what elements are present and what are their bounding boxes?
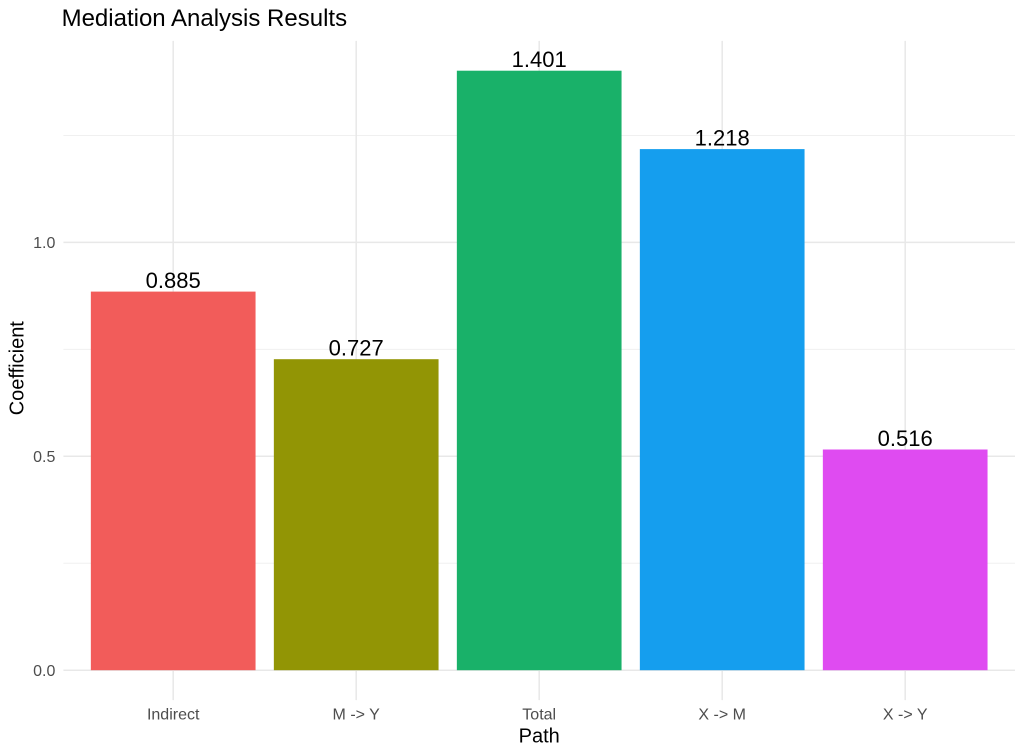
svg-text:1.218: 1.218 [695, 126, 750, 151]
svg-text:Path: Path [519, 725, 560, 747]
svg-text:0.0: 0.0 [33, 663, 55, 680]
svg-text:0.5: 0.5 [33, 449, 55, 466]
svg-text:0.885: 0.885 [146, 268, 201, 293]
svg-text:1.401: 1.401 [512, 47, 567, 72]
svg-text:X -> Y: X -> Y [883, 706, 928, 723]
svg-text:Total: Total [522, 706, 556, 723]
svg-text:0.516: 0.516 [878, 426, 933, 451]
svg-text:X -> M: X -> M [698, 706, 746, 723]
svg-text:M -> Y: M -> Y [333, 706, 381, 723]
svg-text:1.0: 1.0 [33, 235, 55, 252]
svg-text:Indirect: Indirect [147, 706, 200, 723]
svg-text:Coefficient: Coefficient [7, 321, 29, 416]
svg-text:0.727: 0.727 [329, 336, 384, 361]
svg-text:Mediation Analysis Results: Mediation Analysis Results [62, 5, 347, 32]
